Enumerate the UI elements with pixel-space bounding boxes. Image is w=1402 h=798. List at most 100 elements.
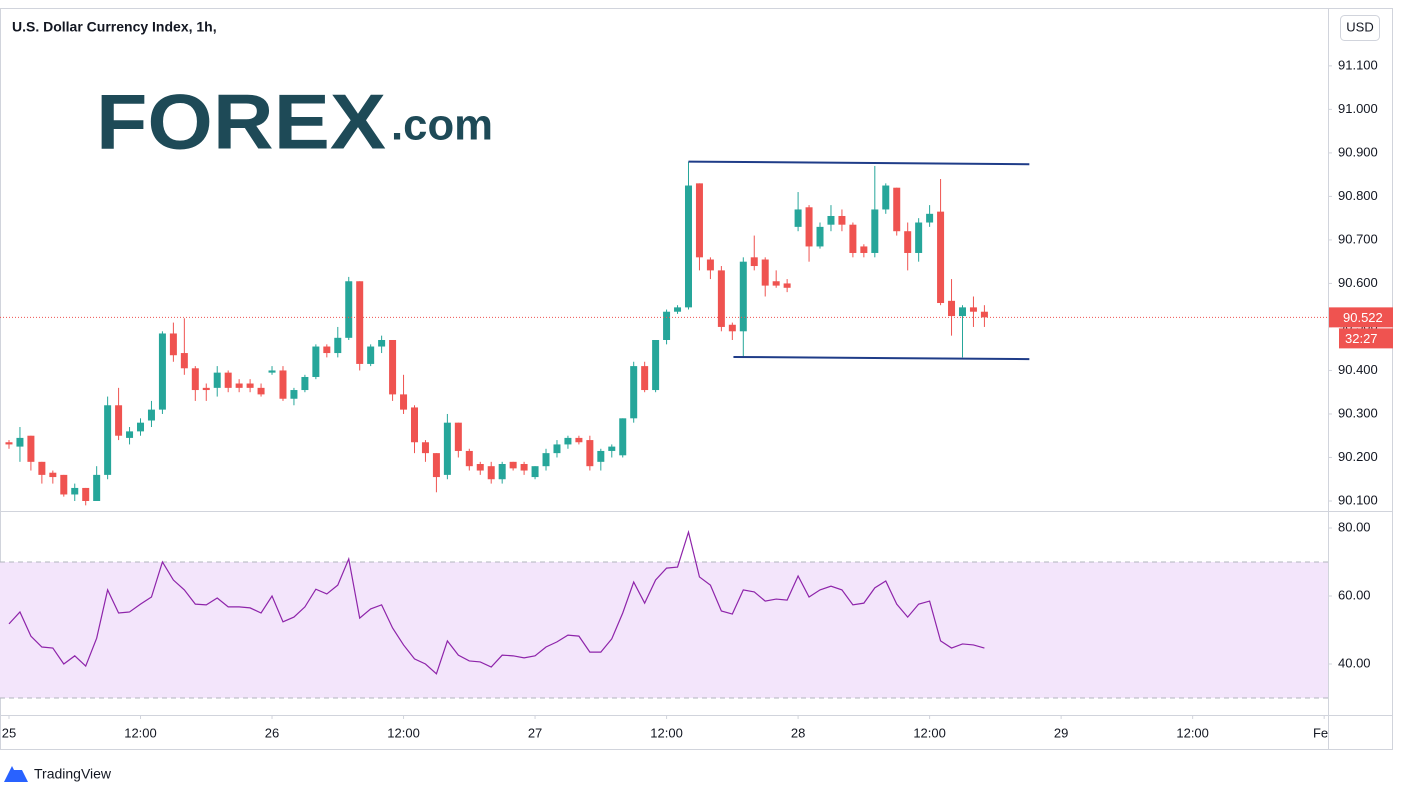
candle-body	[213, 372, 221, 388]
x-tick-label: 28	[791, 725, 805, 740]
y-tick-label: 90.400	[1338, 362, 1378, 377]
candle-body	[772, 281, 780, 286]
candle-body	[509, 461, 517, 469]
candle-body	[301, 376, 309, 391]
y-tick-label: 90.600	[1338, 275, 1378, 290]
candle-body	[147, 409, 155, 421]
candle-body	[948, 300, 956, 317]
candle-body	[958, 307, 966, 317]
candle-body	[684, 185, 692, 308]
candle-body	[882, 185, 890, 210]
x-tick-label: 12:00	[387, 725, 420, 740]
candle-body	[794, 209, 802, 227]
candle-body	[400, 394, 408, 410]
candle-body	[827, 215, 835, 225]
candle-body	[652, 339, 660, 391]
x-tick-label: 12:00	[124, 725, 157, 740]
candle-body	[378, 339, 386, 347]
candle-body	[115, 405, 123, 436]
rsi-band	[0, 562, 1328, 698]
candle-body	[739, 261, 747, 332]
chart-title: U.S. Dollar Currency Index, 1h,	[12, 19, 217, 35]
candle-body	[60, 474, 68, 495]
candle-body	[860, 246, 868, 253]
candle-body	[224, 372, 232, 388]
rsi-line	[8, 529, 985, 675]
candle-body	[334, 337, 342, 354]
currency-label[interactable]: USD	[1346, 19, 1373, 34]
candle-body	[202, 387, 210, 391]
y-tick-label: 90.800	[1338, 188, 1378, 203]
y-tick-label: 91.100	[1338, 57, 1378, 72]
candle-body	[180, 353, 188, 369]
candle-body	[805, 207, 813, 247]
y-tick-label: 90.100	[1338, 492, 1378, 507]
last-price-box	[1329, 307, 1393, 328]
candle-body	[893, 187, 901, 232]
candle-body	[104, 405, 112, 475]
candle-body	[16, 437, 24, 447]
candle-body	[783, 283, 791, 288]
trendline	[733, 355, 1030, 361]
time-axis: 25 12:00 26 12:00 27 12:00 28 12:00 29 12:00 Feb	[2, 715, 1335, 740]
candle-body	[553, 444, 561, 454]
candle-body	[235, 383, 243, 388]
x-tick-label: 12:00	[1176, 725, 1209, 740]
candle-body	[915, 222, 923, 253]
x-tick-label: 12:00	[913, 725, 946, 740]
plot-area	[0, 160, 1328, 699]
candle-body	[487, 466, 495, 480]
candle-body	[608, 446, 616, 451]
candle-body	[158, 333, 166, 410]
last-price-label: 90.522	[1343, 310, 1383, 325]
candle-body	[498, 464, 506, 480]
frame	[0, 8, 1393, 750]
x-tick-label: Feb	[1313, 725, 1335, 740]
candle-body	[838, 215, 846, 225]
x-tick-label: 12:00	[650, 725, 683, 740]
candle-body	[345, 281, 353, 338]
candle-body	[597, 450, 605, 462]
x-tick-label: 26	[265, 725, 279, 740]
candle-body	[454, 422, 462, 451]
candle-body	[49, 472, 57, 478]
candle-body	[410, 407, 418, 443]
candle-body	[706, 259, 714, 271]
candle-body	[137, 422, 145, 432]
y-tick-label: 90.700	[1338, 231, 1378, 246]
candle-body	[82, 487, 90, 501]
candle-body	[290, 390, 298, 399]
candle-body	[750, 257, 758, 267]
candle-body	[443, 422, 451, 475]
currency-button[interactable]	[1340, 15, 1380, 41]
candle-body	[761, 259, 769, 286]
candle-body	[871, 209, 879, 253]
candle-body	[356, 281, 364, 364]
candle-body	[268, 370, 276, 373]
candle-body	[728, 324, 736, 332]
footer-brand[interactable]: TradingView	[34, 766, 112, 782]
candle-body	[432, 453, 440, 478]
rsi-tick-label: 80.00	[1338, 519, 1371, 534]
candle-body	[312, 346, 320, 377]
trendline	[688, 160, 1030, 166]
y-tick-label: 90.900	[1338, 144, 1378, 159]
candle-body	[367, 346, 375, 364]
logo-main: FOREX	[96, 78, 386, 166]
rsi-tick-label: 40.00	[1338, 655, 1371, 670]
candle-body	[93, 474, 101, 501]
candle-body	[257, 387, 265, 395]
logo-suffix: .com	[391, 101, 493, 150]
candle-body	[169, 333, 177, 356]
candle-body	[937, 211, 945, 304]
candle-body	[586, 440, 594, 467]
candle-body	[641, 366, 649, 391]
candle-body	[465, 450, 473, 467]
countdown-box	[1339, 328, 1393, 349]
x-tick-label: 25	[2, 725, 16, 740]
candle-body	[126, 431, 134, 438]
candle-body	[904, 231, 912, 253]
candle-body	[71, 487, 79, 495]
y-tick-label: 91.000	[1338, 101, 1378, 116]
